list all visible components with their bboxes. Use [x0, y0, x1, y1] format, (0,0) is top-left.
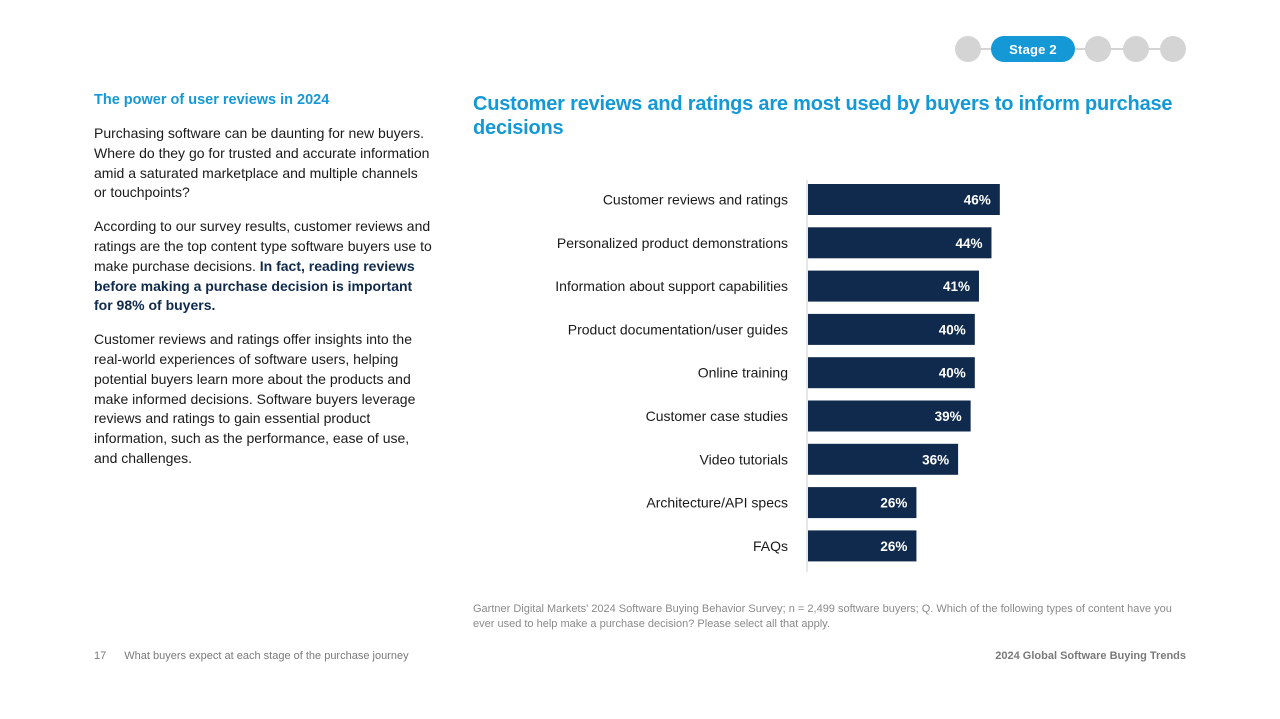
report-title: 2024 Global Software Buying Trends — [995, 650, 1186, 662]
side-text-column: The power of user reviews in 2024 Purcha… — [94, 92, 434, 483]
bar — [808, 270, 979, 302]
stage-step-3-dot[interactable] — [1085, 36, 1111, 62]
chart-title: Customer reviews and ratings are most us… — [473, 93, 1173, 139]
category-label: Online training — [698, 365, 788, 381]
bar-value-label: 26% — [880, 496, 907, 511]
category-label: Architecture/API specs — [646, 495, 788, 511]
bar — [808, 530, 917, 562]
bar-value-label: 46% — [964, 193, 991, 208]
category-label: FAQs — [753, 538, 788, 554]
bar — [808, 184, 1000, 215]
bar-value-label: 40% — [939, 366, 966, 381]
survey-highlight: In fact, reading reviews before making a… — [94, 257, 415, 314]
stage-progress-nav: Stage 2 — [955, 36, 1187, 62]
survey-text: According to our survey results, custome… — [94, 218, 432, 274]
stage-step-4-dot[interactable] — [1123, 36, 1149, 62]
bar-value-label: 44% — [955, 236, 982, 251]
bar — [808, 443, 959, 475]
category-label: Video tutorials — [700, 451, 788, 467]
stage-step-active[interactable]: Stage 2 — [991, 36, 1075, 62]
stage-step-1-dot[interactable] — [955, 36, 981, 62]
side-heading: The power of user reviews in 2024 — [94, 92, 330, 108]
bar-value-label: 36% — [922, 452, 949, 467]
bar-value-label: 41% — [943, 279, 970, 294]
bar — [808, 227, 992, 259]
bar-value-label: 40% — [939, 322, 966, 337]
insights-paragraph: Customer reviews and ratings offer insig… — [94, 331, 416, 466]
intro-paragraph: Purchasing software can be daunting for … — [94, 125, 430, 201]
bar-chart: Customer reviews and ratings 46% Personali… — [555, 180, 1000, 572]
category-label: Product documentation/user guides — [568, 321, 788, 337]
source-note: Gartner Digital Markets' 2024 Software B… — [473, 603, 1172, 630]
bar — [808, 313, 975, 345]
category-label: Personalized product demonstrations — [557, 235, 788, 251]
bar — [808, 400, 971, 432]
bar-value-label: 39% — [935, 409, 962, 424]
bar — [808, 357, 975, 389]
section-title: What buyers expect at each stage of the … — [124, 650, 409, 662]
category-label: Customer reviews and ratings — [603, 192, 788, 208]
footer-left: 17 What buyers expect at each stage of th… — [94, 650, 409, 662]
survey-paragraph: According to our survey results, custome… — [94, 217, 434, 316]
category-label: Customer case studies — [646, 408, 788, 424]
bar — [808, 487, 917, 519]
stage-step-5-dot[interactable] — [1160, 36, 1186, 62]
category-label: Information about support capabilities — [555, 278, 788, 294]
page-number: 17 — [94, 650, 107, 662]
bar-value-label: 26% — [880, 539, 907, 554]
